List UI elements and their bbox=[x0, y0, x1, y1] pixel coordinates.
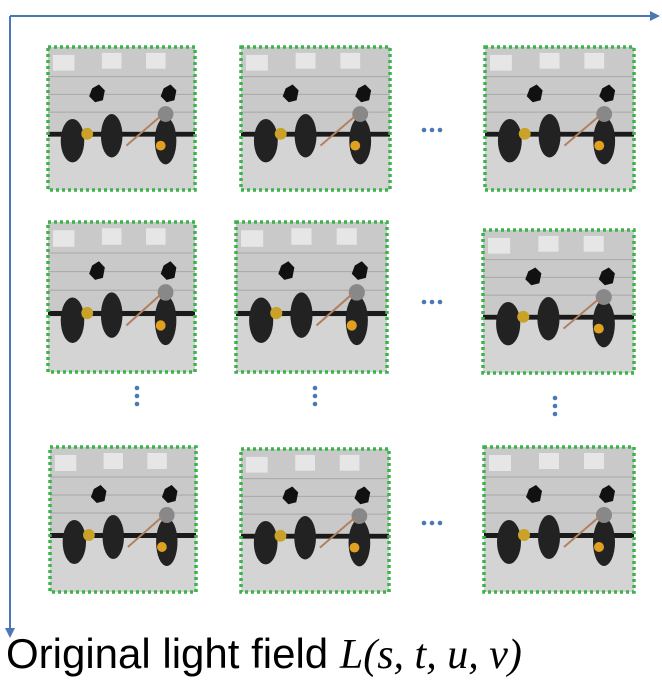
view-image bbox=[485, 47, 634, 190]
view-image bbox=[241, 47, 390, 190]
view-image bbox=[50, 447, 196, 592]
caption-math: L(s, t, u, v) bbox=[340, 632, 522, 678]
view-image bbox=[48, 47, 195, 190]
caption-text: Original light field bbox=[6, 630, 328, 677]
ellipsis-dot bbox=[430, 300, 435, 305]
figure bbox=[0, 0, 662, 696]
ellipsis-dot bbox=[422, 521, 427, 526]
ellipsis-dot bbox=[553, 396, 558, 401]
ellipsis-dot bbox=[430, 521, 435, 526]
view-image bbox=[236, 222, 387, 372]
ellipsis-dot bbox=[313, 386, 318, 391]
view-image bbox=[48, 222, 195, 372]
ellipsis-dot bbox=[438, 300, 443, 305]
diagram: Original light field L(s, t, u, v) bbox=[0, 0, 662, 696]
ellipsis-dot bbox=[135, 386, 140, 391]
ellipsis-dot bbox=[135, 402, 140, 407]
caption: Original light field L(s, t, u, v) bbox=[6, 630, 522, 679]
ellipsis-dot bbox=[438, 128, 443, 133]
ellipsis-dot bbox=[438, 521, 443, 526]
view-image bbox=[484, 447, 634, 592]
ellipsis-dot bbox=[422, 128, 427, 133]
ellipsis-dot bbox=[313, 394, 318, 399]
ellipsis-dot bbox=[553, 412, 558, 417]
ellipsis-dot bbox=[430, 128, 435, 133]
ellipsis-dot bbox=[422, 300, 427, 305]
view-image bbox=[241, 449, 389, 592]
ellipsis-dot bbox=[553, 404, 558, 409]
ellipsis-dot bbox=[313, 402, 318, 407]
view-image bbox=[483, 230, 634, 373]
ellipsis-dot bbox=[135, 394, 140, 399]
